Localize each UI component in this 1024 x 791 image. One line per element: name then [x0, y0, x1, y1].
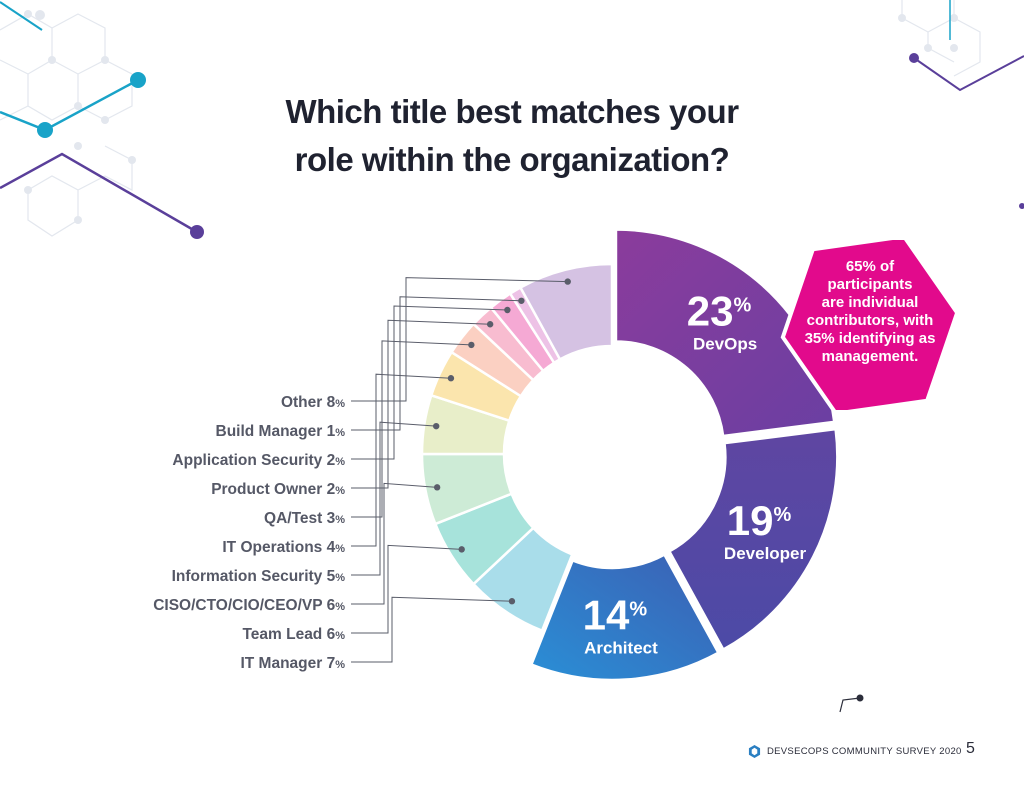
callout-line: 35% identifying as [804, 330, 936, 347]
slice-value-unit: % [734, 294, 752, 316]
legend-unit: % [335, 398, 345, 410]
callout-line: contributors, with [806, 312, 934, 329]
legend-item-ciso-cto-cio-ceo-vp: CISO/CTO/CIO/CEO/VP 6% [153, 597, 345, 614]
leader-dot-build-manager [518, 297, 525, 304]
leader-line-it-operations [351, 373, 451, 547]
leader-line-qa-test [351, 340, 472, 518]
legend-unit: % [335, 456, 345, 468]
legend-item-other: Other 8% [281, 394, 345, 411]
footer-brand: DEVSECOPS COMMUNITY SURVEY 2020 [748, 745, 962, 758]
slice-label-developer: Developer [724, 544, 807, 563]
title-line-2: role within the organization? [294, 141, 730, 178]
leader-line-product-owner [351, 319, 491, 489]
legend-unit: % [335, 572, 345, 584]
slice-value-unit: % [629, 599, 647, 621]
leader-line-application-security [351, 305, 508, 460]
callout-badge [780, 240, 960, 410]
decorative-network-right [898, 0, 1024, 209]
leader-line-it-manager [351, 596, 512, 663]
legend-unit: % [335, 659, 345, 671]
leader-dot-other [564, 278, 571, 285]
decorative-network-left [0, 1, 204, 239]
legend-item-product-owner: Product Owner 2% [211, 481, 345, 498]
leader-line-information-security [351, 421, 437, 576]
callout-text: 65% of participants are individual contr… [790, 258, 950, 366]
slice-other [518, 262, 614, 362]
legend-unit: % [335, 514, 345, 526]
decor-dot [856, 694, 864, 702]
legend-unit: % [335, 601, 345, 613]
legend-unit: % [335, 543, 345, 555]
leader-dot-product-owner [486, 321, 494, 328]
page-title: Which title best matches your role withi… [0, 88, 1024, 184]
title-line-1: Which title best matches your [285, 93, 739, 130]
callout-line: management. [821, 348, 919, 365]
leader-dot-information-security [432, 422, 440, 430]
leader-dot-qa-test [468, 341, 475, 349]
legend-item-qa-test: QA/Test 3% [264, 510, 345, 527]
leader-dot-ciso-cto-cio-ceo-vp [433, 484, 441, 491]
legend-item-it-operations: IT Operations 4% [222, 539, 345, 556]
leader-dot-it-operations [447, 375, 455, 382]
legend-unit: % [335, 630, 345, 642]
leader-dot-it-manager [508, 598, 516, 605]
leader-dot-team-lead [458, 546, 465, 553]
page-number: 5 [966, 740, 975, 757]
leader-line-other [351, 277, 568, 402]
callout-line: 65% of [845, 258, 895, 275]
legend-item-information-security: Information Security 5% [172, 568, 346, 585]
slice-architect [529, 552, 721, 682]
legend-unit: % [335, 427, 345, 439]
leader-line-ciso-cto-cio-ceo-vp [351, 482, 438, 605]
legend-item-build-manager: Build Manager 1% [216, 423, 346, 440]
callout-line: are individual [821, 294, 919, 311]
legend-item-team-lead: Team Lead 6% [242, 626, 345, 643]
slice-value-unit: % [773, 504, 791, 526]
slice-developer [667, 427, 839, 652]
decor-connector [839, 697, 861, 713]
callout-line: participants [827, 276, 913, 293]
slice-label-architect: Architect [584, 639, 658, 658]
leader-line-team-lead [351, 544, 462, 634]
footer-brand-text: DEVSECOPS COMMUNITY SURVEY 2020 [767, 746, 962, 757]
leader-dot-application-security [504, 306, 511, 314]
legend-unit: % [335, 485, 345, 497]
legend-item-it-manager: IT Manager 7% [240, 655, 345, 672]
brand-hex-icon [748, 745, 761, 758]
slice-label-devops: DevOps [693, 334, 757, 353]
legend-item-application-security: Application Security 2% [172, 452, 345, 469]
